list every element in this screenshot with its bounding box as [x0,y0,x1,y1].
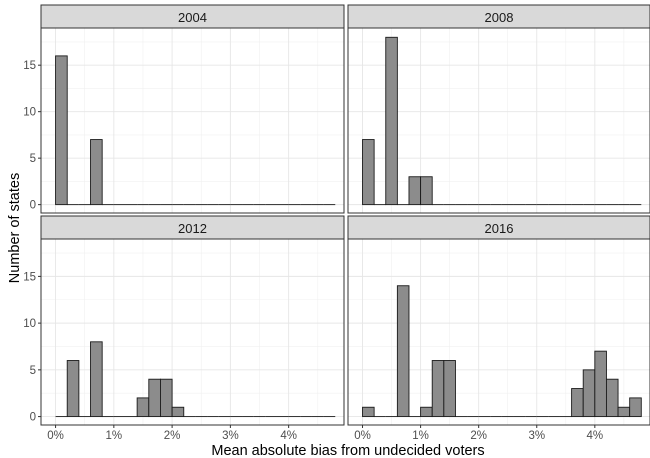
panel-background [41,239,344,425]
bar [171,406,185,418]
strip-label-2008: 2008 [485,10,514,25]
panel-2008: 2008 [347,4,650,214]
bar [629,397,642,418]
bar [605,378,619,418]
bar [617,406,631,418]
bar [90,341,103,418]
bar [571,388,584,418]
bar [66,360,80,418]
panel-border [40,238,345,426]
x-tick-label: 0% [354,430,371,442]
strip-label-2004: 2004 [178,10,207,25]
y-tick-label: 0 [30,200,36,212]
bar [160,378,173,418]
strip-label-2016: 2016 [485,221,514,236]
bar [385,36,398,206]
bar [408,176,422,206]
bar [431,360,445,418]
panel-background [348,28,650,213]
y-tick-label: 0 [30,412,36,424]
strip-label-2012: 2012 [178,221,207,236]
y-tick-label: 5 [30,153,36,165]
panel-border [347,238,650,426]
y-axis-title-group: Number of states [7,173,23,283]
bar [396,285,410,418]
bar [420,176,433,206]
panels-group: 2004 0 5 10 15 2008 2012 0 5 10 15 0% 1% 2% 3% 4% 2016 0%… [23,4,650,442]
panel-background [41,28,344,213]
bar [582,369,596,418]
y-tick-label: 15 [23,60,36,72]
bar [362,139,375,206]
bar [55,55,68,206]
x-tick-label: 4% [280,430,297,442]
bar [443,360,456,418]
panel-border [40,27,345,214]
panel-2012: 2012 0 5 10 15 0% 1% 2% 3% 4% [23,215,345,442]
bar [136,397,150,418]
bar [90,139,103,206]
panel-2016: 2016 0% 1% 2% 3% 4% [347,215,650,442]
bar [594,350,607,418]
x-tick-label: 0% [47,430,64,442]
y-tick-label: 10 [23,107,36,119]
x-tick-label: 2% [470,430,487,442]
y-tick-label: 10 [23,318,36,330]
bar [420,406,433,418]
y-tick-label: 5 [30,365,36,377]
x-tick-label: 1% [412,430,429,442]
x-axis-title: Mean absolute bias from undecided voters [211,443,484,458]
panel-border [347,27,650,214]
y-axis-title: Number of states [7,173,23,283]
bar [148,378,161,418]
x-tick-label: 3% [222,430,239,442]
x-tick-label: 2% [164,430,181,442]
x-tick-label: 1% [106,430,123,442]
x-tick-label: 4% [587,430,604,442]
panel-2004: 2004 0 5 10 15 [23,4,345,214]
x-tick-label: 3% [528,430,545,442]
y-tick-label: 15 [23,271,36,283]
bar [362,406,375,418]
